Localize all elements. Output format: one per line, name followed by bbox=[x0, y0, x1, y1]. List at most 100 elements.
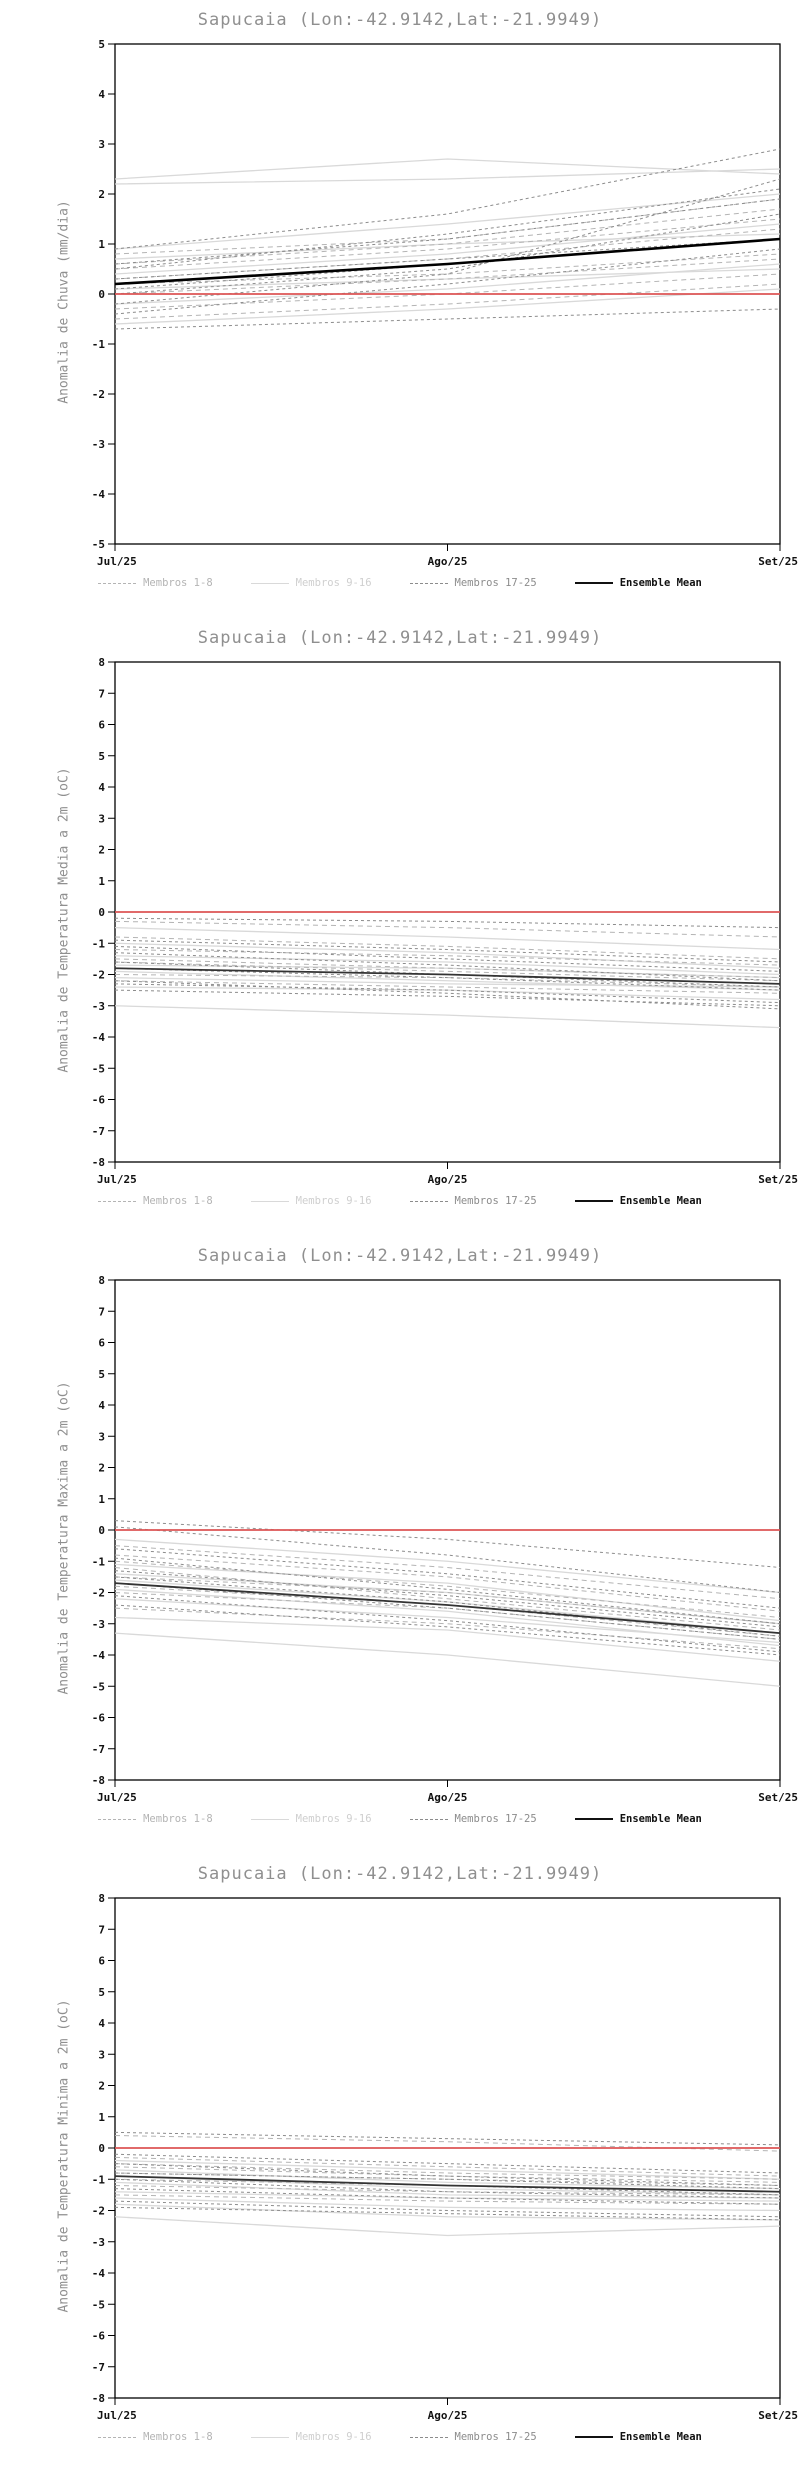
svg-text:8: 8 bbox=[98, 1274, 105, 1287]
page-title: Sapucaia (Lon:-42.9142,Lat:-21.9949) bbox=[197, 628, 603, 648]
svg-text:1: 1 bbox=[98, 2111, 105, 2124]
legend-label: Membros 1-8 bbox=[143, 1813, 213, 1825]
svg-text:Set/25: Set/25 bbox=[758, 1791, 798, 1804]
svg-text:-3: -3 bbox=[92, 1618, 105, 1631]
plot-area: -8 -7 -6 -5 -4 -3 -2 -1 0 1 2 3 4 5 6 7 8 Jul/25 Ago/25 Set… bbox=[92, 1274, 798, 1804]
svg-text:-3: -3 bbox=[92, 1000, 105, 1013]
plot-wrap: Anomalia de Temperatura Maxima a 2m (oC)… bbox=[0, 1268, 800, 1808]
legend-line-sample bbox=[409, 582, 448, 584]
svg-text:4: 4 bbox=[98, 2017, 105, 2030]
legend-label: Ensemble Mean bbox=[619, 1195, 702, 1207]
svg-text:-7: -7 bbox=[92, 1743, 105, 1756]
legend-item-members-1-8: Membros 1-8 bbox=[98, 1813, 213, 1825]
legend: Membros 1-8 Membros 9-16 Membros 17-25 E… bbox=[0, 1808, 800, 1830]
legend-line-sample bbox=[250, 1200, 289, 1202]
legend-item-members-17-25: Membros 17-25 bbox=[409, 1195, 537, 1207]
y-axis-label: Anomalia de Temperatura Maxima a 2m (oC) bbox=[56, 1381, 72, 1695]
chart-block-min-temp-anomaly: Sapucaia (Lon:-42.9142,Lat:-21.9949) Ano… bbox=[0, 1854, 800, 2472]
legend-line-sample bbox=[409, 2436, 448, 2438]
legend-line-sample bbox=[98, 2436, 137, 2438]
legend-label: Membros 17-25 bbox=[454, 2431, 537, 2443]
svg-text:-2: -2 bbox=[92, 1587, 105, 1600]
svg-text:-6: -6 bbox=[92, 1712, 106, 1725]
svg-text:-4: -4 bbox=[92, 488, 106, 501]
plot-wrap: Anomalia de Temperatura Media a 2m (oC) … bbox=[0, 650, 800, 1190]
svg-text:-3: -3 bbox=[92, 2236, 105, 2249]
legend-item-members-1-8: Membros 1-8 bbox=[98, 577, 213, 589]
legend-line-sample bbox=[250, 1818, 289, 1820]
chart-block-mean-temp-anomaly: Sapucaia (Lon:-42.9142,Lat:-21.9949) Ano… bbox=[0, 618, 800, 1236]
legend-item-members-17-25: Membros 17-25 bbox=[409, 2431, 537, 2443]
svg-text:Set/25: Set/25 bbox=[758, 2409, 798, 2422]
svg-text:-2: -2 bbox=[92, 969, 105, 982]
legend-label: Membros 1-8 bbox=[143, 1195, 213, 1207]
svg-text:-8: -8 bbox=[92, 2392, 105, 2405]
legend-item-members-9-16: Membros 9-16 bbox=[250, 577, 372, 589]
svg-text:-5: -5 bbox=[92, 1062, 105, 1075]
svg-text:-2: -2 bbox=[92, 388, 105, 401]
svg-text:7: 7 bbox=[98, 687, 105, 700]
page-title: Sapucaia (Lon:-42.9142,Lat:-21.9949) bbox=[197, 10, 603, 30]
svg-text:8: 8 bbox=[98, 1892, 105, 1905]
svg-text:0: 0 bbox=[98, 288, 105, 301]
svg-text:Set/25: Set/25 bbox=[758, 555, 798, 568]
legend-label: Membros 17-25 bbox=[454, 577, 537, 589]
svg-text:-1: -1 bbox=[92, 338, 106, 351]
plot-area: -8 -7 -6 -5 -4 -3 -2 -1 0 1 2 3 4 5 6 7 8 Jul/25 Ago/25 Set… bbox=[92, 1892, 798, 2422]
legend-item-members-17-25: Membros 17-25 bbox=[409, 577, 537, 589]
legend-label: Membros 1-8 bbox=[143, 2431, 213, 2443]
svg-text:1: 1 bbox=[98, 1493, 105, 1506]
page-title: Sapucaia (Lon:-42.9142,Lat:-21.9949) bbox=[197, 1246, 603, 1266]
svg-text:1: 1 bbox=[98, 238, 105, 251]
svg-text:Ago/25: Ago/25 bbox=[428, 555, 468, 568]
svg-text:-5: -5 bbox=[92, 538, 105, 551]
legend: Membros 1-8 Membros 9-16 Membros 17-25 E… bbox=[0, 572, 800, 594]
svg-text:Jul/25: Jul/25 bbox=[97, 1173, 137, 1186]
legend-line-sample bbox=[98, 1818, 137, 1820]
svg-text:Jul/25: Jul/25 bbox=[97, 2409, 137, 2422]
svg-text:Set/25: Set/25 bbox=[758, 1173, 798, 1186]
svg-text:5: 5 bbox=[98, 38, 105, 51]
svg-text:-1: -1 bbox=[92, 1555, 106, 1568]
legend-item-ensemble-mean: Ensemble Mean bbox=[574, 577, 702, 589]
legend-label: Ensemble Mean bbox=[619, 577, 702, 589]
svg-text:-6: -6 bbox=[92, 2330, 106, 2343]
svg-text:0: 0 bbox=[98, 2142, 105, 2155]
svg-text:-1: -1 bbox=[92, 937, 106, 950]
svg-text:Ago/25: Ago/25 bbox=[428, 2409, 468, 2422]
svg-text:-2: -2 bbox=[92, 2205, 105, 2218]
page-title: Sapucaia (Lon:-42.9142,Lat:-21.9949) bbox=[197, 1864, 603, 1884]
svg-text:Ago/25: Ago/25 bbox=[428, 1791, 468, 1804]
svg-text:-8: -8 bbox=[92, 1774, 105, 1787]
svg-text:-3: -3 bbox=[92, 438, 105, 451]
legend-item-ensemble-mean: Ensemble Mean bbox=[574, 1813, 702, 1825]
svg-text:3: 3 bbox=[98, 2048, 105, 2061]
svg-text:-7: -7 bbox=[92, 2361, 105, 2374]
svg-text:6: 6 bbox=[98, 719, 105, 732]
legend-item-members-1-8: Membros 1-8 bbox=[98, 2431, 213, 2443]
svg-text:5: 5 bbox=[98, 1986, 105, 1999]
svg-text:Ago/25: Ago/25 bbox=[428, 1173, 468, 1186]
legend-line-sample bbox=[250, 2436, 289, 2438]
plot-area: -5 -4 -3 -2 -1 0 1 2 3 4 5 Jul/25 Ago/25 Set/25 bbox=[92, 38, 798, 568]
legend-label: Membros 17-25 bbox=[454, 1195, 537, 1207]
svg-text:7: 7 bbox=[98, 1923, 105, 1936]
legend-label: Membros 17-25 bbox=[454, 1813, 537, 1825]
svg-text:2: 2 bbox=[98, 1462, 105, 1475]
y-axis-label: Anomalia de Chuva (mm/dia) bbox=[56, 200, 72, 404]
svg-text:7: 7 bbox=[98, 1305, 105, 1318]
legend-line-sample bbox=[409, 1200, 448, 1202]
svg-text:2: 2 bbox=[98, 844, 105, 857]
y-axis-label: Anomalia de Temperatura Minima a 2m (oC) bbox=[56, 1999, 72, 2313]
svg-text:5: 5 bbox=[98, 1368, 105, 1381]
legend-label: Ensemble Mean bbox=[619, 1813, 702, 1825]
svg-text:Jul/25: Jul/25 bbox=[97, 555, 137, 568]
legend-line-sample bbox=[250, 582, 289, 584]
svg-text:-6: -6 bbox=[92, 1094, 106, 1107]
svg-text:5: 5 bbox=[98, 750, 105, 763]
svg-text:-7: -7 bbox=[92, 1125, 105, 1138]
svg-text:4: 4 bbox=[98, 1399, 105, 1412]
legend-line-sample bbox=[574, 1818, 613, 1820]
svg-text:1: 1 bbox=[98, 875, 105, 888]
legend-item-ensemble-mean: Ensemble Mean bbox=[574, 1195, 702, 1207]
